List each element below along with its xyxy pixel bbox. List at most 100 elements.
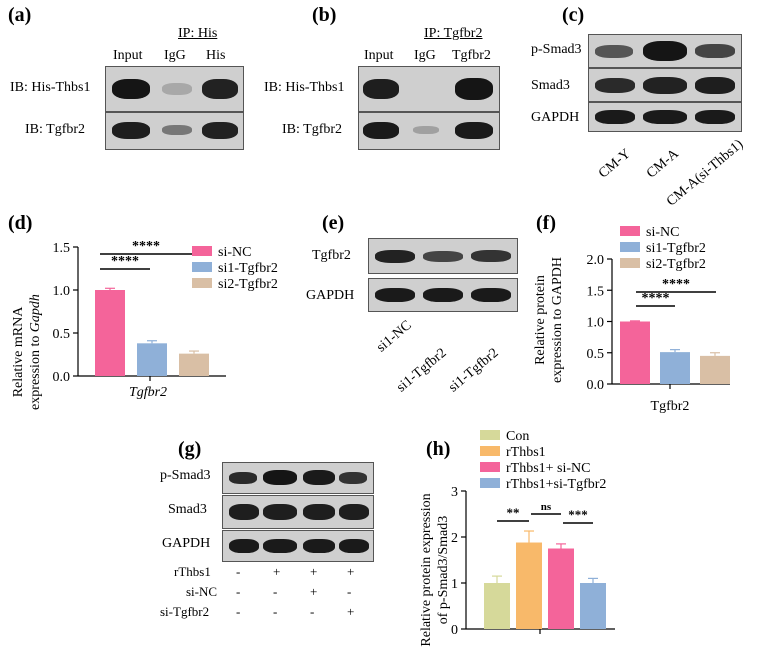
bar-3 <box>580 583 606 629</box>
sig-label: **** <box>642 291 670 306</box>
panel-a-row-label: IB: Tgfbr2 <box>25 122 86 137</box>
panel-b-lane-label: IgG <box>414 48 436 63</box>
blot-smad3 <box>588 68 742 102</box>
legend-swatch <box>620 226 640 236</box>
legend-swatch <box>192 246 212 256</box>
panel-a-lane-label: Input <box>113 48 143 63</box>
legend-label: si-NC <box>646 225 679 240</box>
panel-b-label: (b) <box>312 4 337 26</box>
bar-0 <box>620 321 650 384</box>
panel-g-label: (g) <box>178 438 202 460</box>
panel-g-mark: + <box>347 564 355 579</box>
panel-b-lane-label: Input <box>364 48 394 63</box>
y-tick-label: 0.0 <box>53 370 71 385</box>
panel-b-ip-label: IP: Tgfbr2 <box>424 26 483 41</box>
panel-c-row-label: GAPDH <box>531 110 580 125</box>
legend-swatch <box>480 478 500 488</box>
legend-label: si2-Tgfbr2 <box>218 277 278 292</box>
y-tick-label: 3 <box>451 485 458 500</box>
legend-swatch <box>192 278 212 288</box>
legend-label: si-NC <box>218 245 251 260</box>
panel-b-lane-label: Tgfbr2 <box>452 48 491 63</box>
y-tick-label: 1 <box>451 577 458 592</box>
panel-g-mark: - <box>236 564 241 579</box>
panel-c-lane-label: CM-Y <box>596 146 634 182</box>
panel-g-mark: + <box>273 564 281 579</box>
legend-swatch <box>620 258 640 268</box>
blot-gapdh <box>588 102 742 132</box>
panel-a-ip-label: IP: His <box>178 26 218 41</box>
y-tick-label: 2 <box>451 531 458 546</box>
panel-g-mark: - <box>347 584 352 599</box>
legend-label: rThbs1+si-Tgfbr2 <box>506 477 606 492</box>
y-tick-label: 1.5 <box>53 241 71 256</box>
y-tick-label: 0.0 <box>587 378 605 393</box>
panel-g-row-label: GAPDH <box>162 536 211 551</box>
sig-label: **** <box>662 277 690 292</box>
chart-f: 0.0 0.5 1.0 1.5 2.0 ******** si-NCsi1-Tgfbr2… <box>533 225 730 414</box>
sig-label: **** <box>132 239 160 254</box>
chart-d-ylabel: expression to Gapdh <box>28 294 43 410</box>
sig-label: ** <box>507 505 520 520</box>
sig-label: *** <box>568 507 588 522</box>
legend-swatch <box>192 262 212 272</box>
blot-p-smad3 <box>222 462 374 494</box>
blot-tgfbr2 <box>358 112 500 150</box>
panel-g-condition-label: si-NC <box>186 584 218 599</box>
sig-label: ns <box>541 501 552 513</box>
panel-g-row-label: Smad3 <box>168 502 207 517</box>
panel-h-label: (h) <box>426 438 451 460</box>
legend-swatch <box>480 446 500 456</box>
panel-e-row-label: GAPDH <box>306 288 355 303</box>
y-tick-label: 1.0 <box>587 316 605 331</box>
legend-label: si2-Tgfbr2 <box>646 257 706 272</box>
chart-f-ylabel: expression to GAPDH <box>550 257 565 383</box>
panel-e-lane-label: si1-NC <box>374 317 415 356</box>
panel-g-mark: + <box>310 584 318 599</box>
panel-g-mark: - <box>236 584 241 599</box>
bar-0 <box>484 583 510 629</box>
panel-a-row-label: IB: His-Thbs1 <box>10 80 91 95</box>
bar-0 <box>95 290 125 376</box>
panel-e-row-label: Tgfbr2 <box>312 248 351 263</box>
panel-d-label: (d) <box>8 212 33 234</box>
blot-his-thbs1 <box>358 66 500 112</box>
panel-e-lane-label: si1-Tgfbr2 <box>394 345 450 396</box>
y-tick-label: 1.5 <box>587 284 605 299</box>
chart-d: 0.0 0.5 1.0 1.5 ******** si-NCsi1-Tgfbr2si2… <box>11 239 278 410</box>
panel-c-lane-label: CM-A <box>644 146 682 182</box>
blot-p-smad3 <box>588 34 742 68</box>
blot-his-thbs1 <box>105 66 244 112</box>
legend-label: rThbs1 <box>506 445 546 460</box>
chart-f-xlabel: Tgfbr2 <box>651 399 690 414</box>
bar-1 <box>516 542 542 629</box>
panel-b-row-label: IB: His-Thbs1 <box>264 80 345 95</box>
legend-label: Con <box>506 429 529 444</box>
sig-label: **** <box>111 254 139 269</box>
panel-b-row-label: IB: Tgfbr2 <box>282 122 343 137</box>
panel-f-label: (f) <box>536 212 556 234</box>
panel-g-mark: - <box>310 604 315 619</box>
bar-2 <box>700 355 730 384</box>
panel-g-condition-label: rThbs1 <box>174 564 211 579</box>
blot-gapdh <box>222 530 374 562</box>
y-tick-label: 0.5 <box>53 327 71 342</box>
y-tick-label: 0.5 <box>587 347 605 362</box>
panel-g-condition-label: si-Tgfbr2 <box>160 604 210 619</box>
legend-label: si1-Tgfbr2 <box>646 241 706 256</box>
panel-g-mark: + <box>310 564 318 579</box>
chart-d-xlabel: Tgfbr2 <box>129 385 167 400</box>
panel-a-label: (a) <box>8 4 32 26</box>
panel-e-lane-label: si1-Tgfbr2 <box>446 345 502 396</box>
legend-swatch <box>480 462 500 472</box>
blot-smad3 <box>222 495 374 529</box>
panel-a-lane-label: His <box>206 48 226 63</box>
blot-gapdh <box>368 278 518 312</box>
panel-c-row-label: Smad3 <box>531 78 570 93</box>
bar-2 <box>548 548 574 629</box>
legend-swatch <box>620 242 640 252</box>
legend-swatch <box>480 430 500 440</box>
panel-c-label: (c) <box>562 4 585 26</box>
panel-g-mark: - <box>236 604 241 619</box>
